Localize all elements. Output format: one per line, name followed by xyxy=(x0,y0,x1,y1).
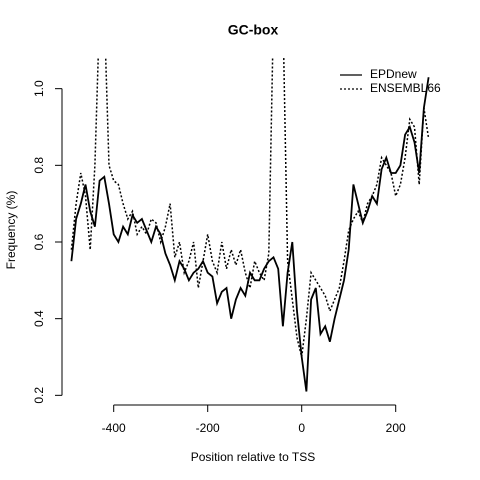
y-tick-label: 0.6 xyxy=(32,233,46,250)
x-axis-label: Position relative to TSS xyxy=(191,450,316,464)
legend-label: ENSEMBL66 xyxy=(370,81,441,95)
x-tick-label: -400 xyxy=(102,421,126,435)
y-axis-label: Frequency (%) xyxy=(4,191,18,270)
series-line xyxy=(70,58,430,358)
x-tick-label: -200 xyxy=(196,421,220,435)
x-tick-label: 0 xyxy=(298,421,305,435)
plot-area xyxy=(70,58,430,392)
y-tick-label: 0.4 xyxy=(32,310,46,327)
y-tick-label: 1.0 xyxy=(32,80,46,97)
legend-label: EPDnew xyxy=(370,67,417,81)
y-tick-label: 0.8 xyxy=(32,157,46,174)
y-tick-label: 0.2 xyxy=(32,387,46,404)
chart-title: GC-box xyxy=(228,22,279,38)
x-tick-label: 200 xyxy=(386,421,406,435)
series-line xyxy=(70,77,430,392)
